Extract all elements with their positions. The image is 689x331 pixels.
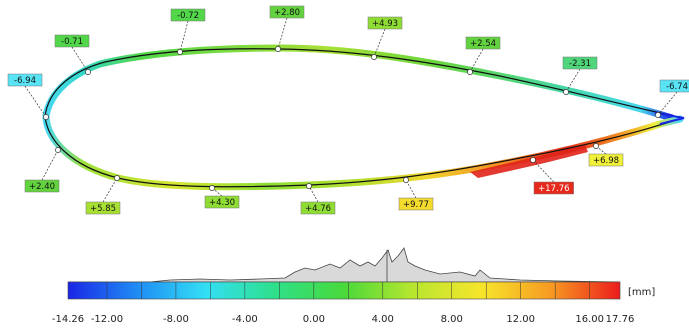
measurement-point — [593, 143, 599, 149]
measurement-point — [530, 157, 536, 163]
measurement-point — [306, 183, 312, 189]
deviation-label-box — [533, 181, 574, 195]
colorbar-tick-label: -12.00 — [91, 314, 123, 325]
colorbar-tick-label: -4.00 — [232, 314, 258, 325]
measurement-point — [55, 147, 61, 153]
deviation-label: +4.76 — [305, 204, 331, 214]
deviation-label: -0.71 — [61, 37, 83, 47]
deviation-label: +4.30 — [209, 198, 235, 208]
measurement-point — [177, 49, 183, 55]
deviation-label: -0.72 — [177, 11, 199, 21]
colorbar — [67, 281, 621, 300]
leader-line — [308, 185, 319, 203]
deviation-label-box — [7, 73, 43, 87]
deviation-label-box — [300, 201, 336, 215]
deviation-label: -6.74 — [666, 82, 688, 92]
colorbar-tick-label: 17.76 — [606, 314, 635, 325]
leader-line — [277, 17, 288, 50]
measurement-point — [655, 112, 661, 118]
leader-line — [102, 177, 118, 203]
leader-line — [24, 85, 47, 118]
deviation-label: +2.54 — [470, 39, 496, 49]
deviation-label-box — [398, 197, 434, 211]
measurement-point — [403, 177, 409, 183]
deviation-label: +9.77 — [403, 200, 429, 210]
leader-line — [532, 159, 555, 183]
deviation-label-box — [659, 79, 689, 93]
upper-deviation-band — [42, 44, 676, 122]
colorbar-tick-lines — [106, 282, 590, 299]
deviation-label: -6.94 — [14, 76, 36, 86]
leader-line — [41, 149, 59, 181]
colorbar-tick-label: 0.00 — [303, 314, 325, 325]
deviation-label: +2.40 — [29, 182, 55, 192]
max-deviation-zone — [470, 145, 588, 178]
deviation-label: +17.76 — [538, 184, 569, 194]
deviation-label: +2.80 — [274, 8, 300, 18]
deviation-label-box — [367, 16, 403, 30]
deviation-label-box — [269, 5, 305, 19]
deviation-label-box — [85, 201, 121, 215]
trailing-edge — [654, 112, 685, 125]
deviation-label-box — [24, 179, 60, 193]
colorbar-tick-label: 4.00 — [372, 314, 394, 325]
leader-line — [71, 46, 89, 73]
measurement-point — [467, 69, 473, 75]
deviation-labels: -6.94 -0.71 -0.72 +2.80 +4.93 +2.54 -2.31 -6.74… — [7, 5, 689, 215]
leader-line — [373, 28, 386, 58]
leader-line — [565, 68, 581, 93]
colorbar-tick-label: -8.00 — [163, 314, 189, 325]
measurement-point — [563, 89, 569, 95]
measurement-point — [371, 54, 377, 60]
deviation-label-box — [562, 56, 598, 70]
measurement-point — [275, 46, 281, 52]
colorbar-tick-labels: -14.26 -12.00 -8.00 -4.00 0.00 4.00 8.00 12.00 1… — [52, 314, 634, 325]
measurement-point — [43, 114, 49, 120]
measurement-point — [209, 185, 215, 191]
colorbar-tick-label: 16.00 — [575, 314, 604, 325]
colorbar-tick-label: -14.26 — [52, 314, 84, 325]
deviation-label-box — [204, 195, 240, 209]
leader-line — [657, 91, 678, 116]
deviation-histogram — [68, 247, 621, 283]
deviation-label-box — [54, 34, 90, 48]
deviation-label-box — [588, 153, 624, 167]
measurement-point — [114, 175, 120, 181]
deviation-label: +6.98 — [593, 156, 619, 166]
leader-line — [179, 20, 189, 53]
deviation-label: +5.85 — [90, 204, 116, 214]
deviation-label: +4.93 — [372, 19, 398, 29]
colorbar-tick-label: 12.00 — [506, 314, 535, 325]
leader-line — [405, 179, 417, 199]
colorbar-unit-label: [mm] — [628, 287, 655, 298]
deviation-label: -2.31 — [569, 59, 591, 69]
leader-line — [469, 48, 484, 73]
measurement-point — [85, 69, 91, 75]
nominal-airfoil-outline — [44, 48, 685, 188]
colorbar-tick-label: 8.00 — [441, 314, 463, 325]
deviation-label-box — [170, 8, 206, 22]
deviation-label-box — [465, 36, 501, 50]
